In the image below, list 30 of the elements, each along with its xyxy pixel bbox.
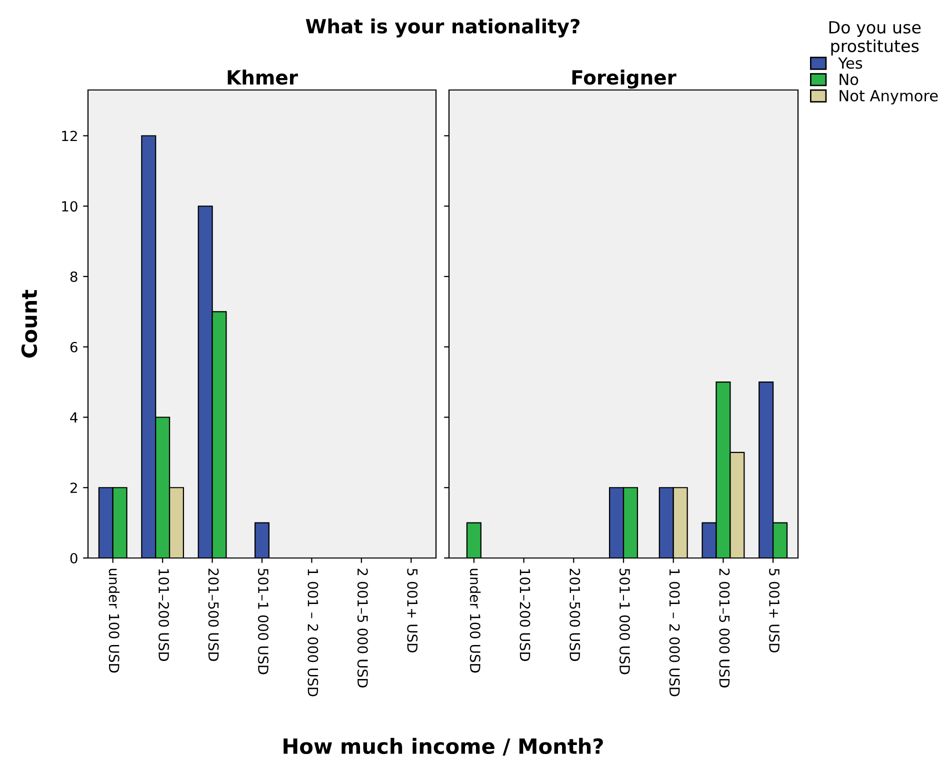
x-tick-label: 1 001 – 2 000 USD: [308, 569, 318, 696]
legend-label: Yes: [838, 57, 862, 69]
chart-title: Foreigner: [572, 70, 676, 89]
y-tick-label: 0: [70, 552, 78, 564]
x-tick-label: 1 001 – 2 000 USD: [669, 569, 680, 696]
y-axis-title: Count: [21, 290, 38, 358]
legend-label: No: [840, 74, 858, 86]
y-tick-label: 6: [70, 342, 78, 352]
x-tick-label: 201–500 USD: [208, 568, 219, 661]
chart-title: Khmer: [228, 70, 298, 85]
y-tick-label: 12: [62, 130, 77, 142]
text: What is your nationality?: [306, 18, 580, 38]
y-tick-label: 2: [70, 482, 77, 493]
y-tick-label: 10: [62, 201, 78, 212]
x-axis-title: How much income / Month?: [284, 738, 603, 756]
x-tick-label: 2 001–5 000 USD: [357, 568, 368, 688]
x-tick-label: 501–1 000 USD: [258, 568, 268, 674]
x-tick-label: 101–200 USD: [158, 569, 170, 661]
x-tick-label: 2 001–5 000 USD: [719, 568, 730, 688]
y-tick-label: 8: [70, 271, 78, 282]
x-tick-label: 5 001+ USD: [769, 568, 780, 652]
legend-title: Do you use prostitutes: [829, 21, 921, 56]
x-tick-label: 101–200 USD: [520, 569, 530, 661]
legend-label: Not Anymore: [840, 90, 938, 104]
x-tick-label: under 100 USD: [470, 568, 481, 673]
x-tick-label: 5 001+ USD: [407, 568, 418, 652]
x-tick-label: 201–500 USD: [570, 568, 580, 661]
y-tick-label: 4: [70, 412, 78, 423]
x-tick-label: 501–1 000 USD: [619, 568, 630, 674]
x-tick-label: under 100 USD: [108, 568, 120, 673]
